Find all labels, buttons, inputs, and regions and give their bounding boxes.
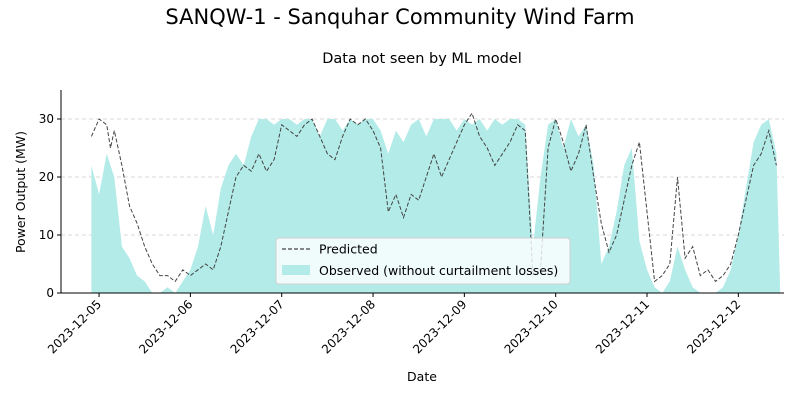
y-tick-label: 30 — [39, 112, 54, 126]
x-tick-label: 2023-12-10 — [502, 297, 561, 356]
x-tick-label: 2023-12-08 — [319, 297, 378, 356]
legend: Predicted Observed (without curtailment … — [275, 237, 571, 285]
x-axis-label: Date — [407, 369, 437, 384]
x-tick-label: 2023-12-11 — [593, 297, 652, 356]
legend-predicted-label: Predicted — [319, 242, 378, 257]
chart-subtitle: Data not seen by ML model — [322, 51, 522, 67]
x-tick-label: 2023-12-09 — [410, 297, 469, 356]
legend-box — [275, 237, 571, 285]
predicted-line-layer — [90, 112, 777, 283]
predicted-line — [90, 112, 777, 283]
gridlines — [61, 118, 784, 236]
figure-title: SANQW-1 - Sanquhar Community Wind Farm — [165, 5, 634, 29]
y-tick-label: 20 — [39, 170, 54, 184]
y-axis-label: Power Output (MW) — [13, 131, 28, 253]
x-tick-label: 2023-12-07 — [228, 297, 287, 356]
y-tick-label: 10 — [39, 228, 54, 242]
x-tick-label: 2023-12-12 — [684, 297, 743, 356]
y-tick-label: 0 — [46, 286, 54, 300]
x-ticks: 2023-12-05 2023-12-06 2023-12-07 2023-12-08… — [45, 293, 743, 356]
y-ticks: 0 10 20 30 — [39, 112, 61, 300]
x-tick-label: 2023-12-06 — [136, 297, 195, 356]
x-tick-label: 2023-12-05 — [45, 297, 104, 356]
legend-observed-swatch — [282, 265, 310, 275]
legend-observed-label: Observed (without curtailment losses) — [319, 263, 558, 278]
